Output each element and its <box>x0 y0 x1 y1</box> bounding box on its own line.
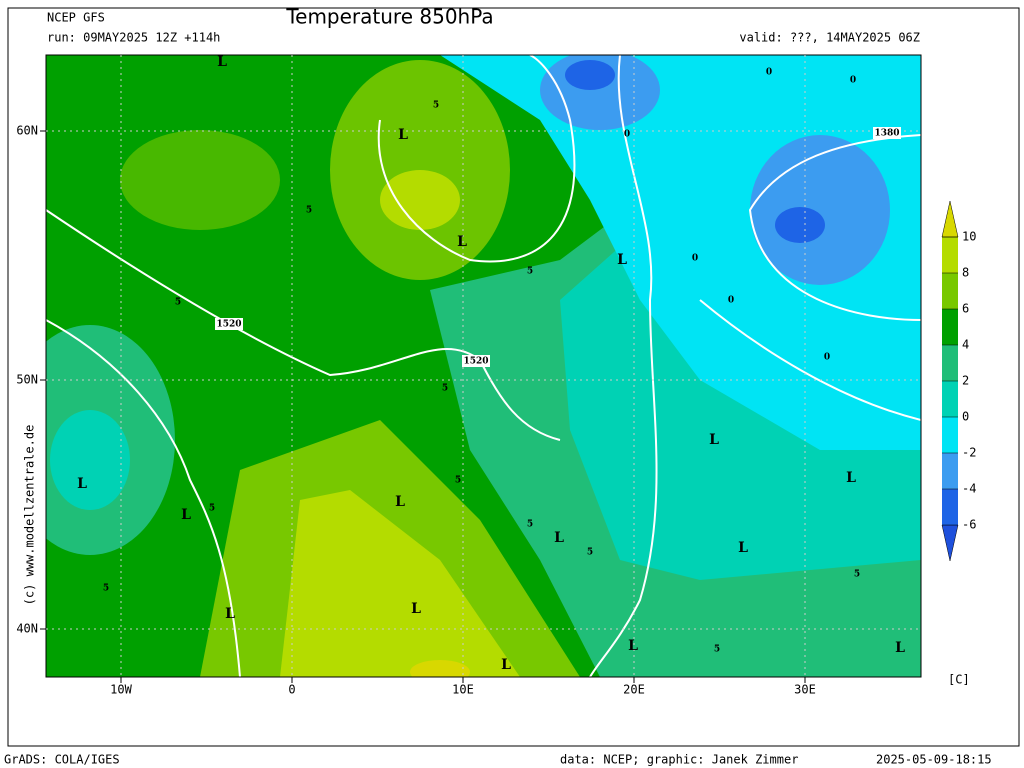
label-box <box>873 127 901 139</box>
lon-label: 10E <box>452 683 474 697</box>
map-label: 5 <box>527 267 533 277</box>
title: Temperature 850hPa <box>285 5 493 29</box>
map-label: 5 <box>714 645 720 655</box>
lon-label: 20E <box>623 683 645 697</box>
map-label: L <box>181 507 191 523</box>
map-label: L <box>895 640 905 656</box>
map-label: 5 <box>587 548 593 558</box>
lat-label: 50N <box>16 373 38 387</box>
map-label: L <box>217 54 227 70</box>
label-box <box>215 318 243 330</box>
map-label: L <box>411 601 421 617</box>
map-field <box>46 55 921 677</box>
map-label: 5 <box>433 101 439 111</box>
label-box <box>462 355 490 367</box>
model: NCEP GFS <box>47 11 105 25</box>
map-label: 0 <box>766 68 772 78</box>
map-label: 5 <box>527 520 533 530</box>
run: run: 09MAY2025 12Z +114h <box>47 31 220 45</box>
map-label: L <box>628 638 638 654</box>
copyright: (c) www.modellzentrale.de <box>23 425 37 606</box>
colorbar-segment <box>942 453 958 489</box>
colorbar-label: 10 <box>962 230 976 244</box>
map-label: L <box>554 530 564 546</box>
valid: valid: ???, 14MAY2025 06Z <box>739 31 920 45</box>
map-label: L <box>501 657 511 673</box>
map-border <box>45 54 922 678</box>
map-label: 5 <box>175 298 181 308</box>
colorbar-segment <box>942 345 958 381</box>
colorbar-segment <box>942 381 958 417</box>
map-label: 1520 <box>216 320 241 330</box>
map-label: 5 <box>442 384 448 394</box>
map-label: 0 <box>824 353 830 363</box>
map-label: L <box>225 606 235 622</box>
colorbar-label: 4 <box>962 338 969 352</box>
colorbar-segment <box>942 417 958 453</box>
map-label: L <box>617 252 627 268</box>
footer-right: 2025-05-09-18:15 <box>876 753 992 767</box>
map-label: L <box>738 540 748 556</box>
colorbar-segment <box>942 489 958 525</box>
map-label: 1380 <box>874 129 899 139</box>
map-label: 5 <box>209 504 215 514</box>
lon-label: 30E <box>794 683 816 697</box>
unit: [C] <box>948 673 970 687</box>
colorbar-label: 8 <box>962 266 969 280</box>
map-label: 0 <box>624 130 630 140</box>
lon-label: 0 <box>288 683 295 697</box>
colorbar-label: -6 <box>962 518 976 532</box>
lat-label: 60N <box>16 124 38 138</box>
colorbar-label: 2 <box>962 374 969 388</box>
map-label: L <box>457 234 467 250</box>
colorbar-label: -4 <box>962 482 976 496</box>
colorbar-label: 0 <box>962 410 969 424</box>
colorbar-segment <box>942 273 958 309</box>
colorbar-end <box>941 200 959 238</box>
colorbar-segment <box>942 309 958 345</box>
colorbar-end <box>941 524 959 562</box>
map-label: 0 <box>692 254 698 264</box>
lon-label: 10W <box>110 683 132 697</box>
map-label: 0 <box>728 296 734 306</box>
map-label: 5 <box>455 476 461 486</box>
map-label: L <box>846 470 856 486</box>
map-label: L <box>709 432 719 448</box>
map-label: 5 <box>854 570 860 580</box>
footer-left: GrADS: COLA/IGES <box>4 753 120 767</box>
map-label: 5 <box>103 584 109 594</box>
map-label: L <box>398 127 408 143</box>
footer-middle: data: NCEP; graphic: Janek Zimmer <box>560 753 798 767</box>
colorbar-segment <box>942 237 958 273</box>
map-label: L <box>395 494 405 510</box>
frame <box>7 7 1020 747</box>
map-label: 1520 <box>463 357 488 367</box>
colorbar-label: -2 <box>962 446 976 460</box>
map-label: 0 <box>850 76 856 86</box>
colorbar-label: 6 <box>962 302 969 316</box>
map-label: 5 <box>306 206 312 216</box>
map-label: L <box>77 476 87 492</box>
lat-label: 40N <box>16 622 38 636</box>
